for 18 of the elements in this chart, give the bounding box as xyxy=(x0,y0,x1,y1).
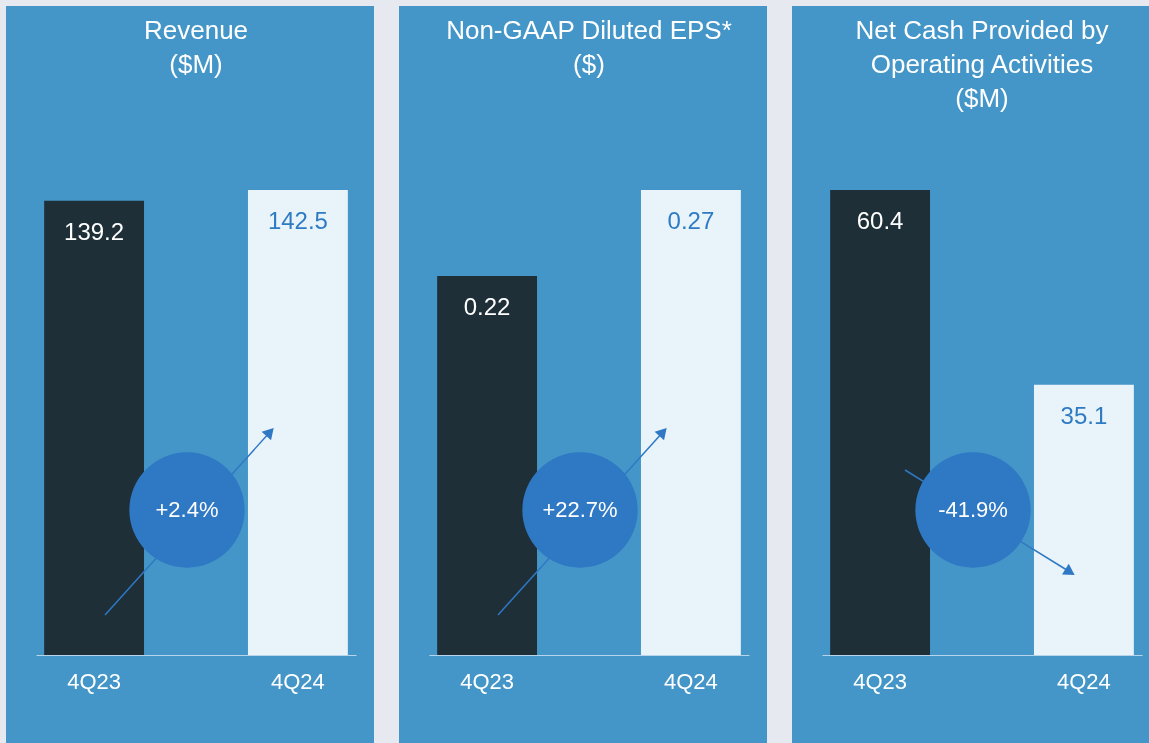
x-tick-label: 4Q23 xyxy=(67,668,121,694)
x-tick-label: 4Q24 xyxy=(271,668,325,694)
x-tick-label: 4Q23 xyxy=(460,668,514,694)
data-label: 0.22 xyxy=(463,293,511,321)
annotation: +22.7% xyxy=(542,497,618,522)
data-label: 139.2 xyxy=(64,217,125,245)
data-label: 35.1 xyxy=(1060,401,1108,429)
data-label: 60.4 xyxy=(856,207,904,234)
annotation: +2.4% xyxy=(155,497,219,522)
data-label: 142.5 xyxy=(267,207,328,234)
chart-title: Non-GAAP Diluted EPS* ($) xyxy=(446,15,732,79)
chart-title: Revenue ($M) xyxy=(143,15,249,79)
data-label: 0.27 xyxy=(667,207,715,234)
annotation: -41.9% xyxy=(938,497,1008,522)
chart-title: Net Cash Provided by Operating Activities ($M) xyxy=(855,15,1109,113)
x-tick-label: 4Q24 xyxy=(664,668,718,694)
x-tick-label: 4Q24 xyxy=(1057,668,1111,694)
x-tick-label: 4Q23 xyxy=(853,668,907,694)
